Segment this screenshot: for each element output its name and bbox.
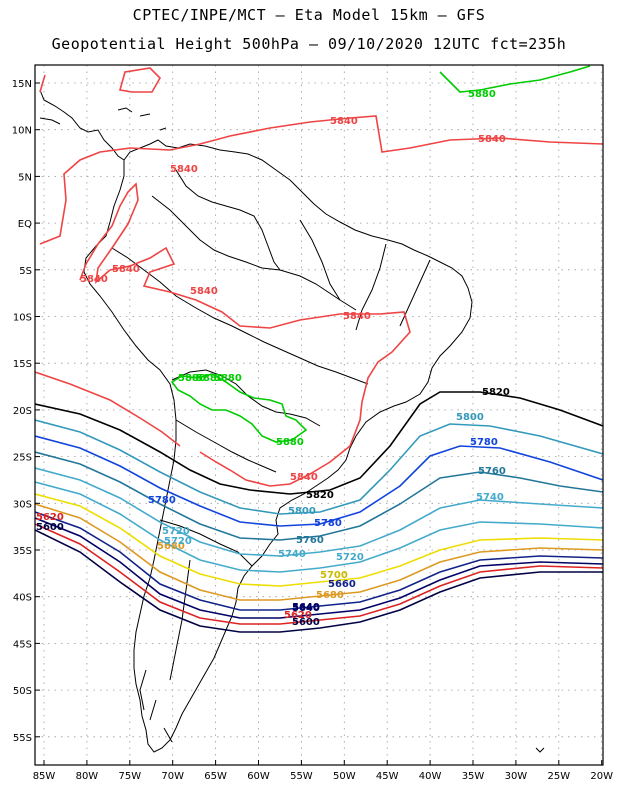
contour-5700 — [35, 493, 603, 587]
contour-5840-topleft — [39, 67, 161, 93]
lon-tick-label: 80W — [76, 771, 99, 782]
contour-5820 — [35, 391, 603, 495]
lon-tick-label: 75W — [118, 771, 141, 782]
map-title-line2: Geopotential Height 500hPa – 09/10/2020 … — [51, 35, 567, 53]
contour-5760 — [35, 451, 603, 541]
contour-label: 5780 — [148, 495, 176, 506]
contour-label: 5680 — [157, 541, 185, 552]
contour-label: 5880 — [178, 373, 206, 384]
contour-label: 5720 — [164, 536, 192, 547]
contour-5880-north — [439, 65, 591, 93]
lat-tick-label: 25S — [13, 453, 32, 464]
lat-tick-label: 20S — [13, 406, 32, 417]
lat-tick-label: 45S — [13, 639, 32, 650]
lon-tick-label: 70W — [161, 771, 184, 782]
contour-label: 5880 — [214, 373, 242, 384]
contour-label: 5840 — [190, 286, 218, 297]
lon-tick-label: 35W — [462, 771, 485, 782]
contour-5880-central — [170, 373, 308, 443]
lat-tick-label: EQ — [18, 219, 32, 230]
lon-tick-label: 60W — [247, 771, 270, 782]
contour-label: 5620 — [36, 512, 64, 523]
contour-label: 5880 — [196, 373, 224, 384]
contour-5840-south-left — [35, 371, 181, 447]
contour-label: 5600 — [36, 522, 64, 533]
lat-tick-label: 35S — [13, 546, 32, 557]
lat-tick-label: 15N — [12, 79, 32, 90]
lat-tick-label: 50S — [13, 686, 32, 697]
contour-label: 5880 — [276, 437, 304, 448]
lat-tick-label: 10N — [12, 126, 32, 137]
lon-tick-label: 40W — [419, 771, 442, 782]
lon-tick-label: 45W — [376, 771, 399, 782]
lat-tick-label: 30S — [13, 499, 32, 510]
contour-label: 5840 — [290, 472, 318, 483]
lat-tick-label: 10S — [13, 313, 32, 324]
continent-outline — [39, 89, 545, 753]
map-grid — [35, 65, 603, 765]
contour-label: 5840 — [170, 164, 198, 175]
contour-label: 5820 — [482, 387, 510, 398]
contour-label: 5700 — [320, 570, 348, 581]
contour-5640 — [35, 517, 603, 619]
map-title-line1: CPTEC/INPE/MCT – Eta Model 15km – GFS — [132, 6, 486, 24]
contour-label: 5760 — [296, 535, 324, 546]
contour-5800 — [35, 419, 603, 515]
contour-label: 5840 — [80, 274, 108, 285]
contour-label: 5640 — [292, 602, 320, 613]
contour-label: 5780 — [470, 437, 498, 448]
lat-tick-label: 15S — [13, 359, 32, 370]
contour-5840-west — [79, 182, 411, 487]
contour-5780 — [35, 435, 603, 527]
contour-label: 5840 — [112, 264, 140, 275]
contour-label: 5840 — [478, 134, 506, 145]
contour-label: 5780 — [314, 518, 342, 529]
lon-tick-label: 30W — [505, 771, 528, 782]
contour-label: 5800 — [288, 506, 316, 517]
contour-label: 5840 — [330, 116, 358, 127]
contour-label: 5620 — [284, 610, 312, 621]
lon-tick-label: 65W — [204, 771, 227, 782]
contour-5600 — [35, 529, 603, 633]
plot-frame — [34, 64, 604, 766]
lat-tick-label: 5N — [18, 172, 32, 183]
contour-label: 5760 — [478, 466, 506, 477]
lat-tick-label: 55S — [13, 733, 32, 744]
lon-tick-label: 25W — [547, 771, 570, 782]
contour-label: 5740 — [476, 492, 504, 503]
contour-label: 5840 — [343, 311, 371, 322]
contour-label: 5800 — [456, 412, 484, 423]
lon-tick-label: 20W — [590, 771, 613, 782]
contour-label: 5660 — [328, 579, 356, 590]
contour-label: 5720 — [162, 526, 190, 537]
contour-label: 5600 — [292, 617, 320, 628]
lat-tick-label: 40S — [13, 593, 32, 604]
contour-label: 5680 — [316, 590, 344, 601]
contour-5740 — [35, 467, 603, 557]
lon-tick-label: 50W — [333, 771, 356, 782]
contour-5680 — [35, 503, 603, 601]
contour-label: 5740 — [278, 549, 306, 560]
contour-label: 5720 — [336, 552, 364, 563]
contour-5720 — [35, 481, 603, 573]
lon-tick-label: 85W — [33, 771, 56, 782]
contour-5620 — [35, 523, 603, 625]
contour-5840-north — [39, 115, 603, 245]
contour-label: 5820 — [306, 490, 334, 501]
contour-label: 5880 — [468, 89, 496, 100]
contour-5660 — [35, 511, 603, 611]
lon-tick-label: 55W — [290, 771, 313, 782]
contour-label: 5640 — [292, 603, 320, 614]
lat-tick-label: 5S — [19, 266, 32, 277]
